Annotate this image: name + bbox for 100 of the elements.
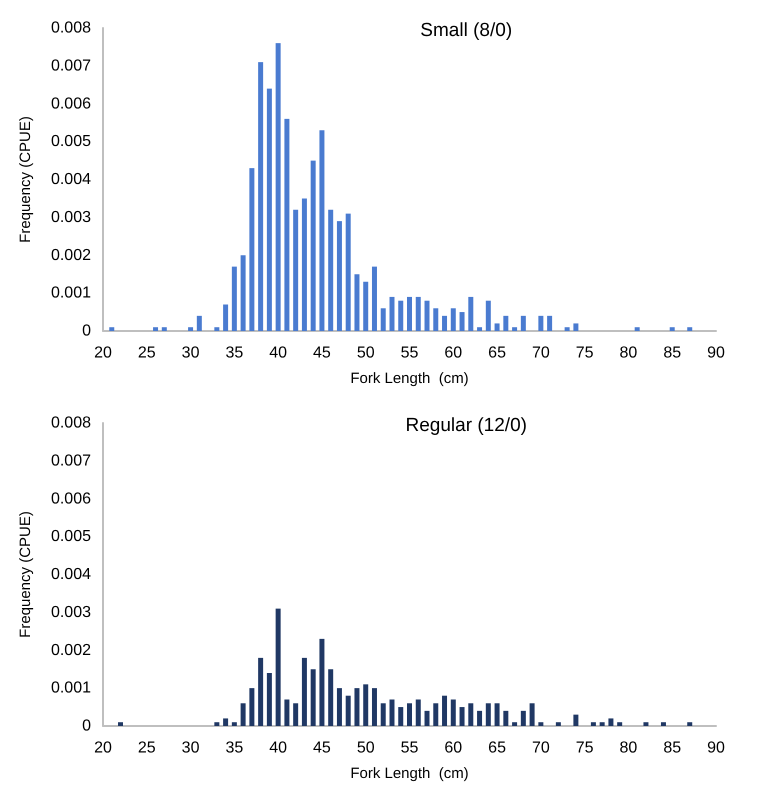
x-tick-label: 45	[313, 740, 331, 756]
bar	[416, 699, 421, 726]
bar	[336, 688, 342, 726]
bar	[249, 168, 254, 331]
bar	[240, 703, 246, 726]
bar	[460, 312, 465, 331]
x-axis-title: Fork Length (cm)	[350, 370, 469, 387]
x-tick-label: 35	[225, 344, 244, 362]
bar	[196, 316, 202, 331]
bar	[530, 703, 535, 726]
bar	[258, 62, 264, 331]
x-tick-label: 55	[400, 344, 418, 362]
x-tick-label: 85	[663, 344, 682, 362]
bar	[643, 722, 648, 726]
x-tick-label: 25	[138, 344, 156, 362]
bar	[153, 327, 158, 331]
y-tick-label: 0.008	[50, 20, 92, 36]
bar	[188, 327, 194, 331]
bar	[520, 710, 526, 726]
bar	[232, 722, 237, 726]
y-tick-label: 0.003	[50, 604, 92, 621]
bar	[617, 722, 622, 726]
bar	[442, 316, 448, 331]
bar	[538, 722, 544, 726]
y-tick-label: 0.001	[50, 680, 92, 697]
bar	[424, 710, 430, 726]
x-tick-label: 90	[707, 740, 725, 756]
bar	[547, 316, 552, 331]
bar	[503, 710, 508, 726]
x-tick-label: 85	[663, 740, 682, 756]
bar	[346, 214, 351, 331]
bar	[266, 672, 272, 726]
y-tick-label: 0.005	[50, 528, 92, 546]
bar	[573, 323, 578, 331]
y-tick-label: 0.006	[50, 490, 92, 508]
y-tick-label: 0.006	[50, 95, 92, 112]
bar	[293, 210, 298, 331]
bar	[372, 266, 377, 331]
bar	[223, 304, 228, 331]
bar	[600, 722, 605, 726]
x-tick-label: 50	[356, 344, 375, 362]
x-tick-label: 75	[576, 740, 594, 756]
y-tick-label: 0	[82, 322, 92, 340]
bar	[486, 300, 491, 331]
bar	[433, 703, 438, 726]
bar	[450, 308, 456, 331]
bar	[389, 296, 394, 331]
bar	[460, 707, 465, 726]
bar	[328, 210, 334, 331]
bar	[573, 714, 578, 726]
y-tick-label: 0.008	[50, 414, 92, 432]
x-tick-label: 90	[707, 344, 725, 362]
x-tick-label: 25	[138, 740, 156, 756]
y-axis-title: Frequency (CPUE)	[17, 511, 34, 638]
y-axis-title: Frequency (CPUE)	[17, 116, 34, 243]
bar	[380, 308, 386, 331]
bar	[590, 722, 596, 726]
bar	[336, 221, 342, 331]
x-tick-label: 60	[444, 740, 462, 756]
bar	[240, 255, 246, 331]
bar	[687, 327, 692, 331]
bar	[556, 722, 561, 726]
bar	[416, 296, 421, 331]
y-tick-label: 0.003	[50, 208, 92, 226]
bar	[276, 43, 281, 331]
bar	[354, 688, 360, 726]
bar	[424, 300, 430, 331]
bar	[232, 266, 237, 331]
bar	[389, 699, 394, 726]
y-tick-label: 0	[82, 718, 92, 734]
bar	[477, 327, 482, 331]
bar	[520, 316, 526, 331]
x-tick-label: 40	[269, 344, 288, 362]
bar	[363, 684, 368, 726]
bar	[310, 160, 316, 331]
x-tick-label: 70	[532, 740, 550, 756]
bar	[162, 327, 167, 331]
bar	[608, 718, 614, 726]
x-tick-label: 30	[182, 740, 200, 756]
bar	[346, 696, 351, 726]
bar	[380, 703, 386, 726]
bar	[354, 274, 360, 331]
bar	[276, 608, 281, 726]
bar	[249, 688, 254, 726]
bar	[372, 688, 377, 726]
bar	[214, 722, 220, 726]
bar	[266, 88, 272, 331]
y-tick-label: 0.001	[50, 284, 92, 302]
bar	[687, 722, 692, 726]
y-tick-label: 0.007	[50, 57, 92, 74]
x-tick-label: 45	[313, 344, 331, 362]
x-tick-label: 80	[620, 344, 638, 362]
bar	[512, 722, 518, 726]
bar	[284, 118, 290, 331]
bar	[310, 669, 316, 726]
x-tick-label: 20	[94, 740, 112, 756]
bar	[363, 282, 368, 331]
bar	[319, 638, 324, 726]
x-tick-label: 50	[356, 740, 375, 756]
x-tick-label: 65	[488, 740, 506, 756]
